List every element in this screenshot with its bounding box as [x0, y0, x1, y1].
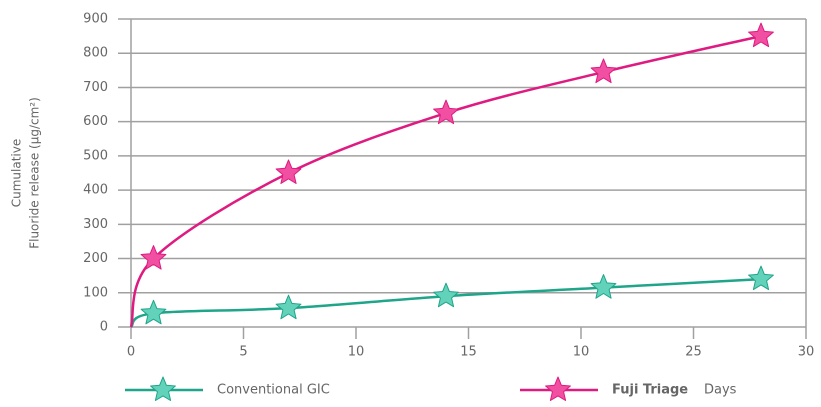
marker — [748, 22, 774, 48]
legend-item: Conventional GIC — [125, 376, 330, 401]
x-tick-label: 10 — [348, 345, 365, 360]
marker — [748, 265, 774, 291]
marker — [140, 245, 167, 270]
x-axis-label: Days — [704, 383, 737, 398]
y-tick-label: 700 — [83, 80, 108, 95]
x-tick-label: 30 — [798, 345, 815, 360]
y-tick-label: 100 — [83, 285, 108, 300]
marker — [590, 58, 617, 84]
marker — [545, 376, 571, 401]
legend-label: Fuji Triage — [612, 383, 688, 398]
marker — [433, 99, 459, 125]
marker — [590, 274, 617, 299]
y-tick-label: 200 — [83, 251, 108, 266]
marker — [140, 299, 167, 325]
y-tick-label: 500 — [83, 148, 108, 163]
legend-label: Conventional GIC — [217, 383, 330, 398]
y-tick-label: 900 — [83, 12, 108, 27]
marker — [150, 376, 176, 401]
marker — [433, 282, 459, 308]
x-tick-label: 25 — [685, 345, 702, 360]
x-tick-label: 5 — [239, 345, 247, 360]
y-tick-label: 0 — [100, 320, 108, 335]
y-tick-label: 600 — [83, 114, 108, 129]
marker — [275, 159, 302, 184]
x-tick-label: 15 — [460, 345, 477, 360]
x-tick-label: 0 — [127, 345, 135, 360]
y-tick-label: 800 — [83, 46, 108, 61]
y-axis-label: Cumulative — [10, 139, 24, 208]
y-axis-label: Fluoride release (µg/cm²) — [28, 97, 42, 249]
legend-item: Fuji Triage — [520, 376, 688, 401]
marker — [275, 294, 302, 320]
y-tick-label: 300 — [83, 217, 108, 232]
x-tick-label: 10 — [573, 345, 590, 360]
y-tick-label: 400 — [83, 183, 108, 198]
